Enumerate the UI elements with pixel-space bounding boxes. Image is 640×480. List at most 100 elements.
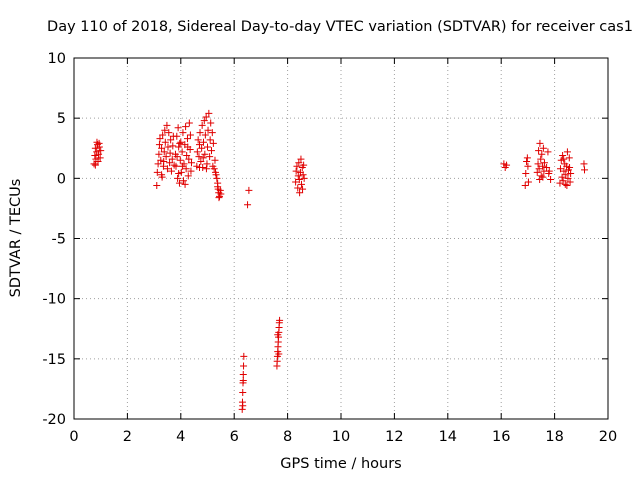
x-tick-label: 4 xyxy=(176,429,185,445)
data-point xyxy=(157,156,165,164)
data-point xyxy=(153,182,161,190)
data-point xyxy=(175,170,183,178)
data-point xyxy=(201,150,209,158)
data-point xyxy=(565,154,573,162)
data-point xyxy=(210,165,218,173)
data-point xyxy=(539,162,547,170)
data-point xyxy=(563,148,571,156)
data-point xyxy=(292,178,300,186)
y-tick-label: -20 xyxy=(42,412,66,428)
data-point xyxy=(293,162,301,170)
data-point xyxy=(566,164,574,172)
data-point xyxy=(563,182,571,190)
data-point xyxy=(187,159,195,167)
data-point xyxy=(539,144,547,152)
data-point xyxy=(534,160,542,168)
data-point xyxy=(206,136,214,144)
y-tick-label: -15 xyxy=(42,352,66,368)
data-point xyxy=(521,182,529,190)
data-point xyxy=(94,157,102,165)
axis-ticks: 0 2 4 6 8 10 12 14 16 18 20 -20 -15 -10 -5 0 5 10 xyxy=(42,51,617,445)
data-point xyxy=(97,147,105,155)
y-tick-label: 10 xyxy=(48,51,66,67)
data-point xyxy=(240,352,248,360)
data-point xyxy=(208,129,216,137)
data-point xyxy=(96,154,104,162)
data-point xyxy=(562,171,570,179)
data-point xyxy=(95,150,103,158)
grid-lines xyxy=(74,58,608,419)
data-point xyxy=(172,162,180,170)
data-point xyxy=(201,131,209,139)
data-point xyxy=(244,201,252,209)
x-tick-label: 18 xyxy=(545,429,563,445)
data-point xyxy=(175,179,183,187)
data-point xyxy=(163,165,171,173)
data-point xyxy=(299,185,307,193)
data-point xyxy=(199,154,207,162)
data-point xyxy=(564,174,572,182)
data-point xyxy=(166,159,174,167)
x-tick-label: 10 xyxy=(332,429,350,445)
data-point xyxy=(160,157,168,165)
data-point xyxy=(162,153,170,161)
data-point xyxy=(239,370,247,378)
data-point xyxy=(95,139,103,147)
data-point xyxy=(155,150,163,158)
data-point xyxy=(240,362,248,370)
data-point xyxy=(211,156,219,164)
data-point xyxy=(198,121,206,129)
data-point xyxy=(179,129,187,137)
data-point xyxy=(183,151,191,159)
data-point xyxy=(559,151,567,159)
data-point xyxy=(547,176,555,184)
x-tick-label: 2 xyxy=(123,429,132,445)
data-point xyxy=(185,155,193,163)
x-tick-label: 12 xyxy=(385,429,403,445)
data-point xyxy=(174,174,182,182)
data-point xyxy=(204,143,211,151)
data-point xyxy=(524,178,532,186)
data-point xyxy=(239,402,247,410)
data-point xyxy=(299,171,307,179)
y-tick-label: 0 xyxy=(57,171,66,187)
data-point xyxy=(300,161,308,169)
data-point xyxy=(173,153,181,161)
data-point xyxy=(536,139,544,147)
data-point xyxy=(274,331,282,339)
data-point xyxy=(193,148,201,156)
data-point xyxy=(169,142,177,150)
data-point xyxy=(213,174,221,182)
data-point xyxy=(558,173,566,181)
data-point xyxy=(199,138,207,146)
data-point xyxy=(155,141,163,149)
data-point xyxy=(184,172,192,180)
data-point xyxy=(197,157,205,165)
data-point xyxy=(186,131,194,139)
data-point xyxy=(167,167,175,175)
data-point xyxy=(537,155,545,163)
data-point xyxy=(166,149,174,157)
y-tick-label: 5 xyxy=(57,111,66,127)
data-point xyxy=(561,180,569,188)
data-point xyxy=(167,136,175,144)
data-point xyxy=(202,113,210,121)
data-point xyxy=(295,176,303,184)
data-point xyxy=(177,138,185,146)
x-tick-label: 0 xyxy=(69,429,78,445)
data-point xyxy=(292,167,300,175)
x-axis-label: GPS time / hours xyxy=(280,456,402,472)
data-point xyxy=(184,143,192,151)
data-point xyxy=(91,144,99,152)
data-point xyxy=(202,165,210,173)
data-point xyxy=(161,126,169,134)
data-point xyxy=(563,162,571,170)
data-point xyxy=(295,159,303,167)
data-point xyxy=(545,170,553,178)
data-point xyxy=(215,194,223,202)
data-point xyxy=(239,389,247,397)
data-point xyxy=(159,131,167,139)
data-point xyxy=(176,156,184,164)
data-point xyxy=(294,172,302,180)
data-point xyxy=(537,172,545,180)
